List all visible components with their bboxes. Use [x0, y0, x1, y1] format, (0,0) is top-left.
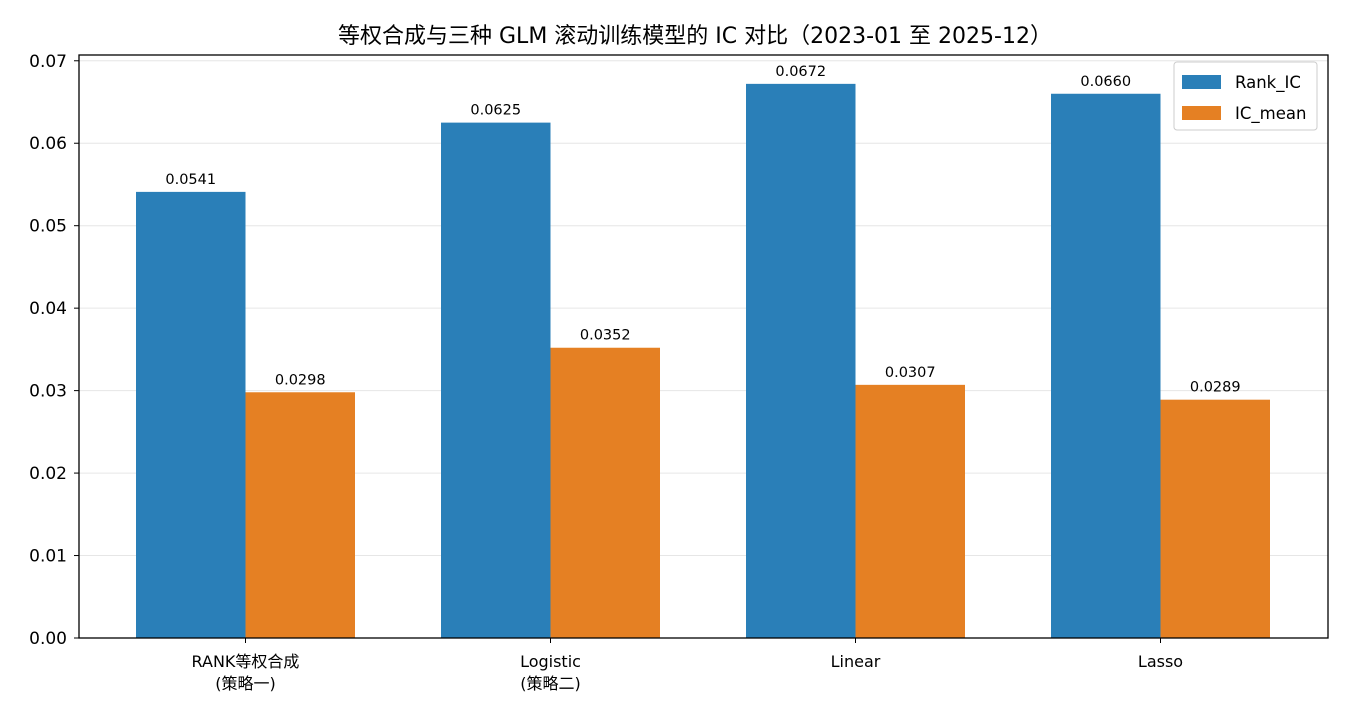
y-axis: 0.00 0.01 0.02 0.03 0.04 0.05 0.06 0.07: [29, 52, 79, 649]
bar-ic-mean: [550, 347, 660, 638]
x-axis: RANK等权合成 (策略一) Logistic (策略二) Linear Lasso: [192, 638, 1183, 693]
y-tick-label: 0.05: [29, 217, 67, 237]
legend-label: Rank_IC: [1235, 73, 1301, 93]
x-tick-label: Linear: [831, 652, 881, 671]
x-tick-label: (策略二): [520, 674, 581, 693]
chart-title: 等权合成与三种 GLM 滚动训练模型的 IC 对比（2023-01 至 2025…: [338, 24, 1052, 49]
y-tick-label: 0.04: [29, 299, 67, 319]
plot-frame: [78, 54, 1329, 639]
bar-value-labels: 0.0541 0.0298 0.0625 0.0352 0.0672 0.0307 0.06…: [165, 64, 1240, 396]
legend-swatch: [1182, 106, 1221, 120]
bar-value-label: 0.0672: [775, 64, 826, 80]
bar-value-label: 0.0307: [885, 365, 936, 381]
x-tick-label: Lasso: [1138, 652, 1183, 671]
bar-value-label: 0.0660: [1080, 74, 1131, 90]
y-tick-label: 0.01: [29, 547, 67, 567]
bar-value-label: 0.0541: [165, 172, 216, 188]
y-tick-label: 0.03: [29, 382, 67, 402]
x-tick-label: (策略一): [215, 674, 276, 693]
legend: Rank_IC IC_mean: [1173, 61, 1318, 131]
bar-rank-ic: [136, 191, 246, 638]
bar-rank-ic: [1051, 93, 1161, 639]
legend-label: IC_mean: [1235, 104, 1306, 124]
bar-rank-ic: [441, 122, 551, 638]
bar-value-label: 0.0298: [275, 372, 326, 388]
bar-value-label: 0.0289: [1190, 380, 1241, 396]
x-tick-label: Logistic: [520, 652, 581, 671]
bar-ic-mean: [1160, 399, 1270, 638]
y-tick-label: 0.06: [29, 134, 67, 154]
bars: [136, 83, 1270, 639]
legend-swatch: [1182, 75, 1221, 89]
y-tick-label: 0.02: [29, 464, 67, 484]
y-tick-label: 0.07: [29, 52, 67, 72]
bar-value-label: 0.0352: [580, 328, 631, 344]
y-tick-label: 0.00: [29, 629, 67, 649]
bar-value-label: 0.0625: [470, 103, 521, 119]
bar-rank-ic: [746, 83, 856, 638]
bar-ic-mean: [855, 384, 965, 638]
bar-ic-mean: [245, 392, 355, 638]
x-tick-label: RANK等权合成: [192, 652, 300, 671]
